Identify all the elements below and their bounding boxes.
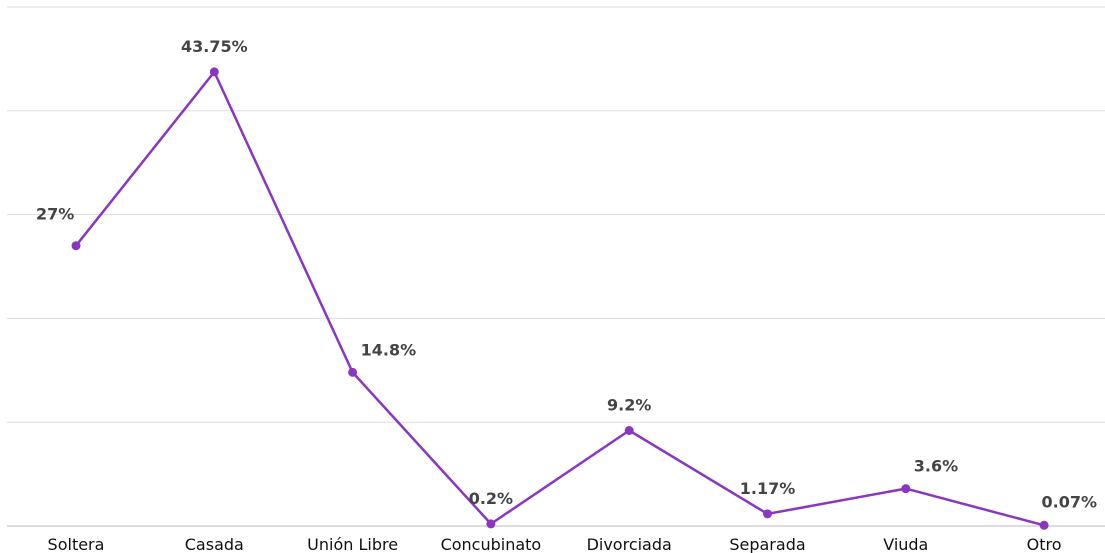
data-label: 3.6%	[914, 457, 958, 476]
data-label: 1.17%	[740, 479, 796, 498]
data-label: 9.2%	[607, 396, 651, 415]
data-labels: 27% 43.75% 14.8% 0.2% 9.2% 1.17% 3.6% 0.07%	[36, 37, 1097, 511]
data-points	[71, 67, 1049, 530]
x-tick-label: Separada	[729, 535, 805, 553]
data-label: 0.07%	[1041, 492, 1097, 511]
gridlines	[7, 6, 1105, 423]
x-tick-label: Soltera	[48, 535, 105, 553]
data-point	[209, 67, 219, 77]
data-label: 27%	[36, 205, 74, 224]
series-line	[75, 70, 1045, 527]
data-point	[71, 241, 81, 251]
x-tick-label: Unión Libre	[307, 535, 398, 553]
data-label: 43.75%	[181, 37, 248, 56]
data-point	[486, 519, 496, 529]
data-point	[1039, 520, 1049, 530]
x-tick-label: Otro	[1027, 535, 1062, 553]
data-point	[763, 509, 772, 519]
data-point	[901, 484, 911, 494]
data-label: 0.2%	[469, 489, 513, 508]
data-label: 14.8%	[361, 340, 417, 359]
x-tick-label: Casada	[185, 535, 244, 553]
x-tick-label: Viuda	[883, 535, 928, 553]
x-tick-label: Concubinato	[441, 535, 542, 553]
x-tick-labels: Soltera Casada Unión Libre Concubinato Divor…	[48, 535, 1062, 553]
x-tick-label: Divorciada	[587, 535, 672, 553]
data-point	[624, 426, 634, 436]
data-point	[348, 367, 358, 377]
